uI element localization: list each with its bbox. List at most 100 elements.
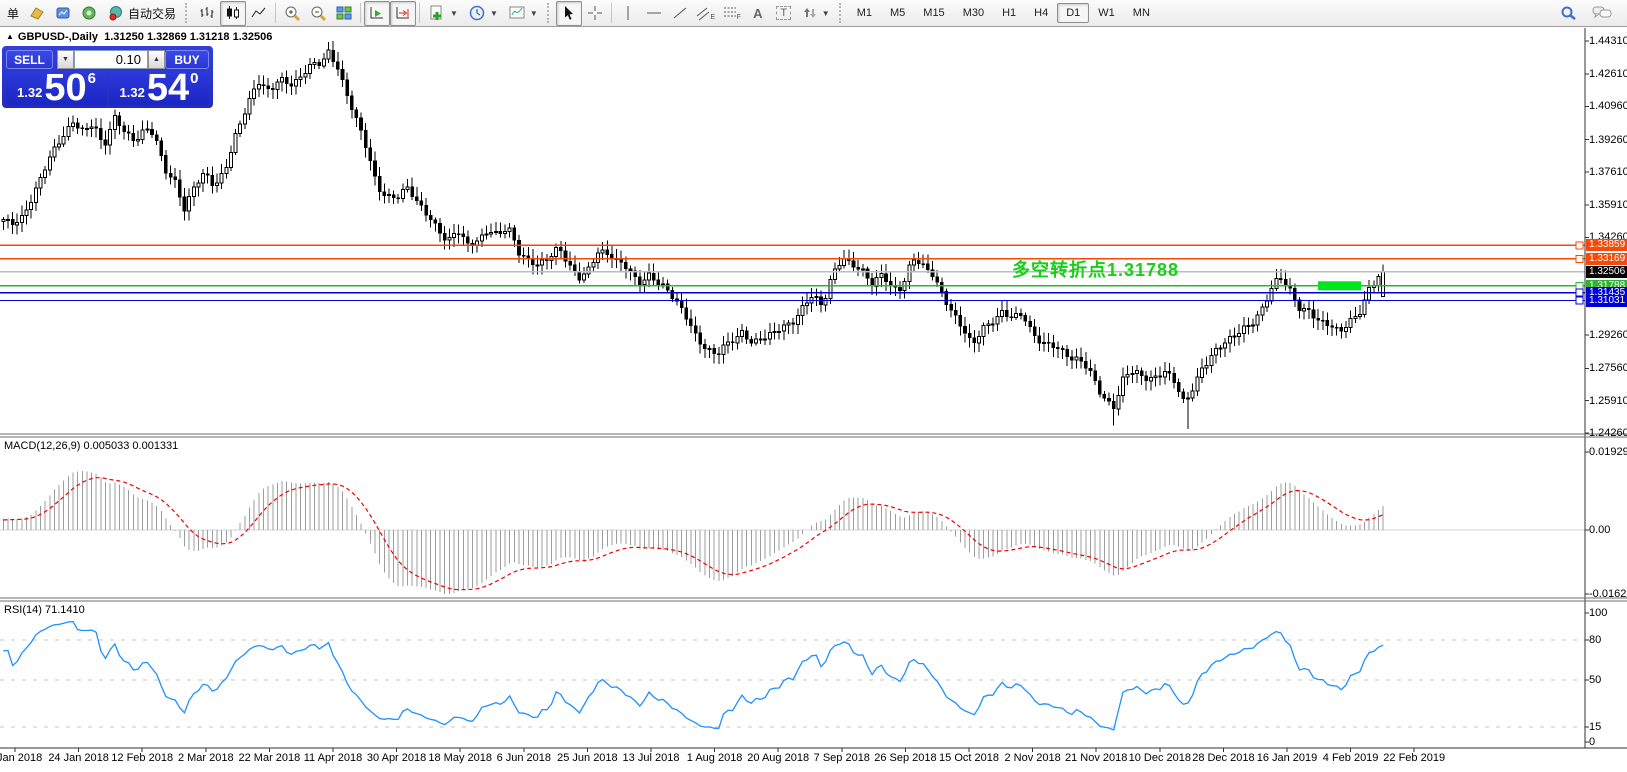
price-tag: 1.33169 [1586,252,1627,265]
volume-input[interactable] [74,50,148,69]
text-tool-glyph: A [753,5,763,21]
data-window-icon[interactable] [50,1,76,26]
bar-chart-button[interactable] [194,1,220,26]
navigator-icon[interactable] [76,1,102,26]
label-tool-glyph: T [776,6,792,20]
chevron-down-icon: ▼ [450,8,458,18]
periods-button[interactable]: ▼ [463,1,503,26]
tf-mn[interactable]: MN [1132,7,1150,19]
buy-price[interactable]: 1.32 54 0 [109,67,209,109]
sell-price-sup: 6 [87,70,96,87]
new-order-label: 单 [7,6,20,21]
tf-m5[interactable]: M5 [890,7,906,19]
tf-h4[interactable]: H4 [1034,7,1049,19]
volume-decrease-button[interactable]: ▼ [57,50,74,69]
add-indicator-button[interactable]: ▼ [423,1,463,26]
tf-m30[interactable]: M30 [962,7,985,19]
new-order-button[interactable]: 单 [2,1,24,26]
market-watch-icon[interactable] [24,1,50,26]
date-axis-label: 24 Jan 2018 [48,752,109,764]
line-chart-button[interactable] [246,1,272,26]
horizontal-line-tool[interactable] [641,1,667,26]
candlestick-chart-button[interactable] [220,0,247,26]
rsi-axis-label: 50 [1589,674,1602,687]
arrows-tool[interactable]: ▼ [797,1,835,26]
autotrading-label: 自动交易 [128,6,177,21]
toolbar: 单 自动交易 [0,0,1627,27]
tf-h1[interactable]: H1 [1002,7,1017,19]
price-axis-label: 1.29260 [1589,329,1627,342]
tf-d1[interactable]: D1 [1057,3,1090,23]
date-axis-label: 13 Jul 2018 [622,752,680,764]
volume-increase-button[interactable]: ▲ [148,50,165,69]
pivot-annotation[interactable]: 多空转折点1.31788 [1012,260,1180,280]
zoom-in-button[interactable] [279,1,305,26]
chat-icon[interactable] [1589,1,1615,26]
price-axis-label: 1.44310 [1589,35,1627,47]
date-axis-label: 4 Feb 2019 [1322,752,1379,764]
sell-button[interactable]: SELL [6,50,53,69]
one-click-trading-panel: SELL ▼ ▲ BUY 1.32 50 6 1.32 54 0 [2,46,213,108]
fibonacci-tool[interactable]: F [719,1,745,26]
auto-scroll-button[interactable] [364,0,391,26]
date-axis-label: 2 Mar 2018 [177,752,234,764]
buy-price-small: 1.32 [119,85,145,100]
date-axis-label: 28 Dec 2018 [1192,752,1255,764]
toolbar-separator [360,3,362,23]
rsi-axis-label: 0 [1589,736,1596,748]
toolbar-separator [275,3,277,23]
date-axis-label: 20 Aug 2018 [747,752,810,764]
autotrading-button[interactable]: 自动交易 [102,1,181,26]
chart-shift-button[interactable] [390,0,417,26]
price-axis-label: 1.27560 [1589,362,1627,375]
rsi-axis-label: 100 [1589,607,1608,619]
chevron-down-icon: ▼ [529,8,538,18]
price-axis-label: 1.25910 [1589,394,1627,407]
fibo-tool-glyph: F [736,13,741,21]
toolbar-gripper [546,3,552,23]
date-axis-label: 1 Aug 2018 [686,752,743,764]
chevron-down-icon: ▼ [62,56,69,63]
price-axis-label: 1.37610 [1589,165,1627,178]
channel-tool-glyph: E [710,13,716,21]
zoom-out-button[interactable] [305,1,331,26]
tf-w1[interactable]: W1 [1098,7,1115,19]
buy-button[interactable]: BUY [165,50,209,69]
date-axis-label: 12 Feb 2018 [111,752,174,764]
date-axis-label: 11 Apr 2018 [303,752,363,764]
template-button[interactable]: ▼ [503,1,543,26]
date-axis-label: 25 Jun 2018 [557,752,618,764]
ohlc-values: 1.31250 1.32869 1.31218 1.32506 [104,31,273,43]
macd-axis-label: -0.016227 [1589,588,1627,600]
search-icon[interactable] [1555,1,1581,26]
tf-m15[interactable]: M15 [923,7,945,19]
tf-m1[interactable]: M1 [856,7,872,19]
equidistant-channel-tool[interactable]: E [693,1,719,26]
price-tag: 1.31031 [1586,294,1627,307]
text-label-tool[interactable]: T [771,1,797,26]
buy-price-big: 54 [146,67,190,109]
symbol-direction-icon: ▲ [6,32,14,41]
chevron-down-icon: ▼ [821,8,830,18]
date-axis-label: 26 Sep 2018 [874,752,937,764]
date-axis-label: 30 Apr 2018 [366,752,427,764]
price-axis-label: 1.35910 [1589,199,1627,212]
macd-label: MACD(12,26,9) 0.005033 0.001331 [4,440,179,452]
tile-windows-button[interactable] [331,1,357,26]
date-axis-label: 7 Sep 2018 [813,752,870,764]
cursor-button[interactable] [555,0,582,26]
text-tool[interactable]: A [745,1,771,26]
sell-price[interactable]: 1.32 50 6 [6,69,107,107]
trendline-tool[interactable] [667,1,693,26]
toolbar-gripper [838,3,844,23]
macd-axis-label: 0.00 [1589,524,1611,536]
chevron-up-icon: ▲ [153,56,160,63]
macd-axis-label: 0.019292 [1589,446,1627,458]
vertical-line-tool[interactable] [615,1,641,26]
date-axis-label: 5 Jan 2018 [0,752,43,764]
toolbar-separator [610,3,612,23]
crosshair-button[interactable] [582,1,608,26]
buy-price-sup: 0 [190,70,199,87]
